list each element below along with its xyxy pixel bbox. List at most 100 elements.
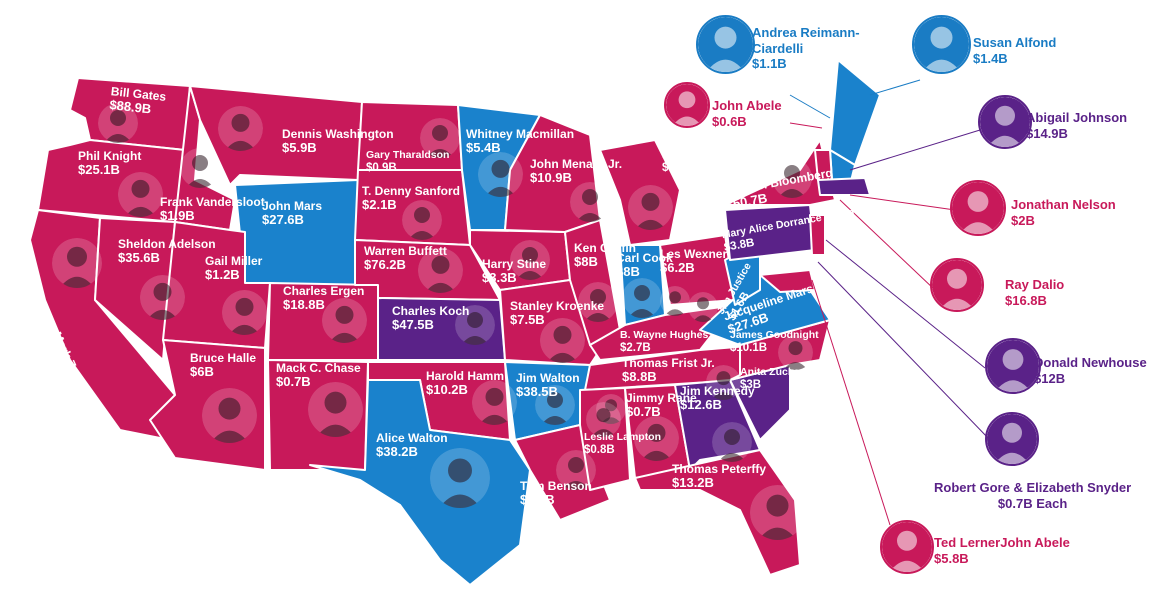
net-worth: $6.2B (660, 260, 695, 276)
map-label-al: Jimmy Rane $0.7B (626, 391, 697, 419)
map-label-la: Tom Benson $2.6B (520, 479, 592, 508)
state-nj (809, 214, 826, 256)
external-label: Ray Dalio $16.8B (1005, 277, 1064, 308)
map-label-mn: Whitney Macmillan $5.4B (466, 127, 574, 155)
map-label-ok: Harold Hamm $10.2B (426, 369, 505, 397)
net-worth: $1.9B (160, 208, 195, 224)
map-label-mt: Dennis Washington $5.9B (282, 127, 394, 155)
billionaire-name: Warren Buffett (364, 244, 447, 258)
leader-line (839, 199, 936, 291)
map-label-sc: Anita Zucker $3B (740, 366, 804, 391)
state-tx (309, 379, 531, 586)
billionaire-name: Leslie Lampton (584, 431, 662, 443)
net-worth: $38.2B (376, 444, 418, 460)
portrait-image (98, 103, 138, 143)
portrait-image (660, 286, 690, 316)
map-label-or: Phil Knight $25.1B (78, 149, 141, 178)
map-label-az: Bruce Halle $6B (190, 351, 257, 379)
map-label-sd: T. Denny Sanford $2.1B (362, 184, 460, 212)
net-worth: $8B (616, 264, 640, 280)
map-label-nd: Gary Tharaldson $0.9B (366, 149, 450, 174)
portrait-image (52, 238, 102, 288)
map-label-ar: Jim Walton $38.5B (516, 371, 580, 400)
leader-line (817, 261, 991, 441)
net-worth: $3B (740, 378, 762, 391)
portrait-image (510, 240, 550, 280)
portrait-image (418, 248, 463, 293)
portrait-image (712, 422, 752, 462)
net-worth: $2.7B (620, 341, 651, 354)
net-worth: $27.6B (262, 212, 304, 228)
billionaire-name: Harold Hamm (426, 369, 505, 383)
billionaire-name: Carl Cook (616, 251, 673, 265)
portrait-image (455, 305, 495, 345)
external-label: John Abele $0.6B (712, 98, 782, 129)
billionaire-name: Sheldon Adelson (118, 237, 216, 251)
billionaire-name: Charles Ergen (283, 284, 365, 298)
portrait-image (634, 416, 679, 461)
billionaire-name: Gail Miller (205, 254, 263, 268)
portrait-image (778, 335, 813, 370)
billionaire-name: James Goodnight (730, 329, 819, 341)
external-label: Jonathan Nelson $2B (1011, 197, 1116, 228)
portrait-image (556, 450, 596, 490)
portrait-image (570, 182, 610, 222)
billionaire-name: Anita Zucker (740, 366, 804, 378)
state-ms (579, 387, 631, 491)
map-label-nc: James Goodnight $10.1B (730, 329, 819, 354)
portrait-image (880, 520, 934, 574)
billionaire-name: Stanley Kroenke (510, 299, 605, 313)
portrait-image (586, 402, 621, 437)
portrait-image (985, 338, 1041, 394)
portrait-image (222, 290, 267, 335)
billionaire-name: Les Wexner (660, 247, 728, 261)
map-label-wy: John Mars $27.6B (262, 199, 323, 228)
map-label-ky: B. Wayne Hughes $2.7B (620, 329, 708, 354)
net-worth: $1.2B (205, 267, 240, 283)
net-worth: $38.5B (516, 384, 558, 400)
external-label: Abigail Johnson $14.9B (1026, 110, 1127, 141)
map-label-in: Carl Cook $8B (616, 251, 673, 280)
net-worth: $18.8B (283, 297, 325, 313)
net-worth: $0.7B (276, 374, 311, 390)
portrait-image (912, 15, 971, 74)
leader-line (849, 194, 956, 211)
map-label-ut: Gail Miller $1.2B (205, 254, 263, 283)
net-worth: $2.6B (520, 492, 555, 508)
portrait-image (322, 298, 367, 343)
portrait-image (540, 318, 585, 363)
map-label-mi: Daniel Gilbert $5.9B (662, 149, 730, 174)
portrait-image (218, 106, 263, 151)
external-label: Susan Alfond $1.4B (973, 35, 1056, 66)
map-label-ga: Jim Kennedy $12.6B (680, 384, 755, 412)
portrait-image (478, 152, 523, 197)
external-label: Donald Newhouse $12B (1034, 355, 1147, 386)
net-worth: $12B (1034, 370, 1066, 386)
net-worth: $1.1B (752, 56, 787, 72)
portrait-image (472, 380, 517, 425)
state-nv (94, 217, 176, 361)
billionaire-name: Gary Tharaldson (366, 149, 450, 161)
billionaire-name: Bruce Halle (190, 351, 257, 365)
billionaire-name: Andrea Reimann-Ciardelli (752, 25, 860, 56)
billionaire-name: John Menard Jr. (530, 157, 623, 171)
state-me (829, 59, 881, 166)
state-mi (599, 139, 681, 246)
net-worth: $2B (1011, 212, 1035, 228)
leader-line (811, 279, 891, 526)
map-label-wa: Bill Gates $88.9B (109, 84, 167, 118)
net-worth: $8B (574, 254, 598, 270)
billionaire-name: Alice Walton (376, 431, 448, 445)
net-worth: $0.6B (712, 113, 747, 129)
billionaire-name: John Mars (262, 199, 323, 213)
billionaire-name: Dennis Washington (282, 127, 394, 141)
net-worth: $10.1B (730, 341, 768, 354)
billionaire-name: John Abele (712, 98, 782, 113)
map-label-tx: Alice Walton $38.2B (376, 431, 448, 460)
portrait-image (202, 388, 257, 443)
billionaire-name: Susan Alfond (973, 35, 1057, 50)
leader-line (789, 94, 831, 119)
net-worth: $13.2B (672, 475, 714, 491)
map-label-il: Ken Griffin $8B (574, 241, 636, 270)
net-worth: $25.1B (78, 162, 120, 178)
